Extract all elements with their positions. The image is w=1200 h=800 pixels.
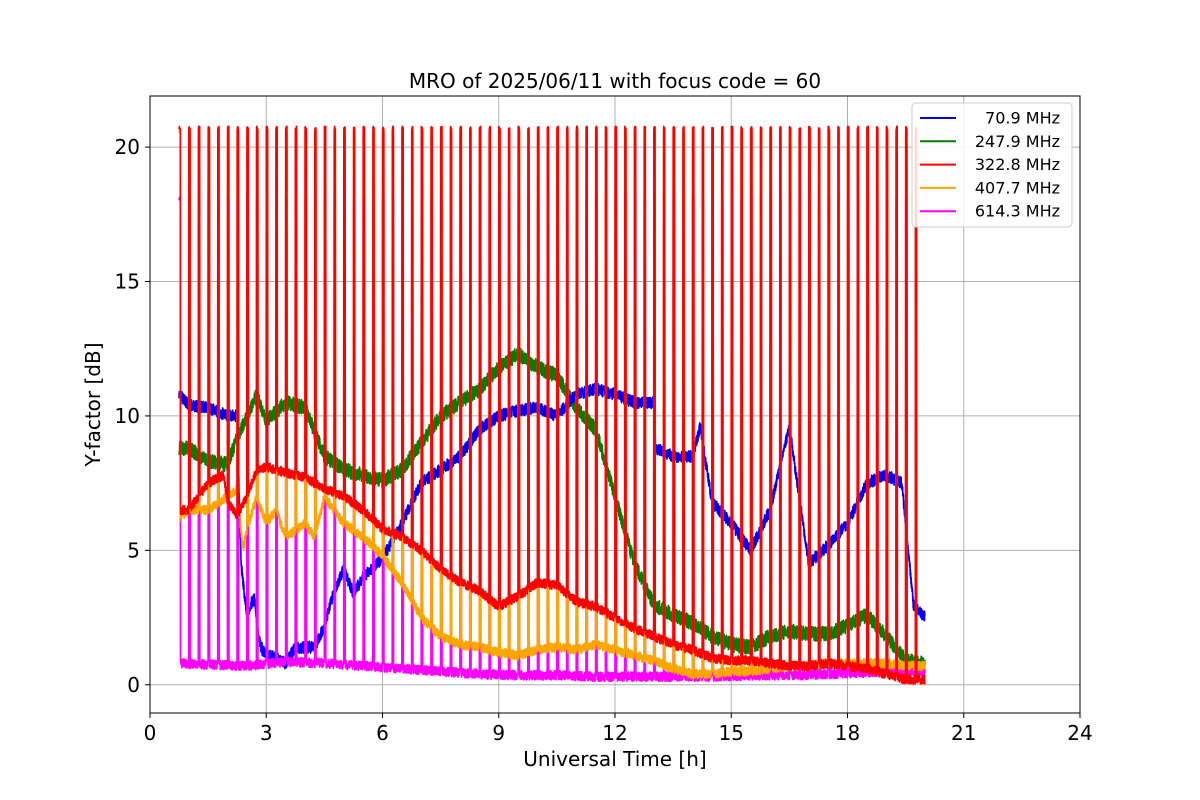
legend-label: 322.8 MHz [975,155,1060,174]
x-tick-label: 18 [835,721,860,745]
chart-title: MRO of 2025/06/11 with focus code = 60 [409,69,821,93]
series-line [178,195,926,683]
tick-layer: 0 3 6 9 12 15 18 21 24 0 5 10 15 20 [115,135,1093,745]
legend-label: 70.9 MHz [985,109,1060,128]
x-tick-label: 12 [602,721,627,745]
y-tick-label: 5 [127,538,140,562]
legend-label: 614.3 MHz [975,202,1060,221]
x-tick-label: 24 [1067,721,1092,745]
y-tick-label: 10 [115,404,140,428]
series-layer [178,125,926,685]
x-tick-label: 6 [376,721,389,745]
x-tick-label: 9 [492,721,505,745]
y-tick-label: 15 [115,270,140,294]
series-line [178,125,926,685]
x-axis-label: Universal Time [h] [523,747,706,771]
y-axis-label: Y-factor [dB] [81,342,105,467]
legend-label: 247.9 MHz [975,132,1060,151]
x-tick-label: 0 [144,721,157,745]
x-tick-label: 21 [951,721,976,745]
legend-frame [911,102,1073,228]
x-tick-label: 15 [719,721,744,745]
y-tick-label: 20 [115,135,140,159]
legend: 70.9 MHz 247.9 MHz 322.8 MHz 407.7 MHz 614.3… [911,102,1073,228]
y-tick-label: 0 [127,673,140,697]
x-tick-label: 3 [260,721,273,745]
legend-label: 407.7 MHz [975,178,1060,197]
